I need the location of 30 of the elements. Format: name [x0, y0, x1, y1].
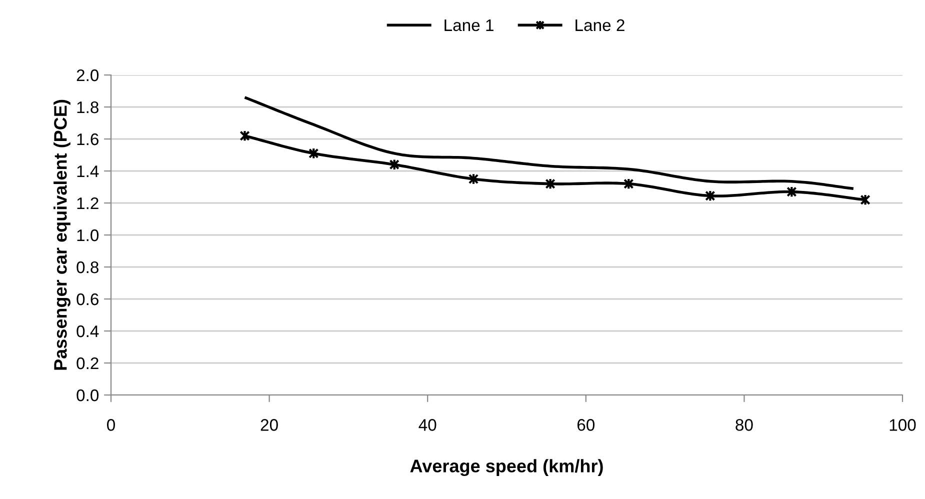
point [705, 190, 716, 202]
point [308, 147, 319, 160]
y-tick-label: 0.6 [76, 293, 98, 306]
point [786, 186, 797, 198]
y-tick-label: 1.8 [77, 101, 98, 114]
x-tick-label: 20 [260, 419, 278, 431]
x-tick-label: 80 [736, 419, 753, 431]
point [860, 194, 870, 206]
y-tick-label: 0.2 [76, 357, 98, 370]
legend-label: Lane 2 [576, 19, 624, 32]
y-tick-label: 0.4 [76, 325, 99, 338]
y-tick-label: 1.0 [77, 229, 99, 242]
point [545, 178, 556, 190]
point [240, 130, 250, 142]
y-tick-label: 1.6 [77, 133, 98, 146]
x-tick-label: 0 [107, 419, 115, 431]
point [389, 158, 400, 171]
x-axis-title: Average speed (km/hr) [410, 459, 603, 476]
x-tick-label: 40 [418, 419, 436, 431]
point [468, 173, 479, 185]
x-tick-label: 60 [577, 419, 595, 431]
y-tick-label: 2.0 [76, 69, 99, 82]
y-tick-label: 0.8 [76, 261, 98, 274]
y-tick-label: 1.2 [77, 197, 98, 210]
y-tick-label: 0.0 [76, 389, 99, 402]
y-tick-label: 1.4 [77, 166, 99, 178]
x-tick-label: 100 [890, 419, 916, 431]
y-axis-title: Passenger car equivalent (PCE) [54, 100, 70, 370]
legend-label: Lane 1 [444, 19, 494, 32]
point [624, 178, 634, 190]
